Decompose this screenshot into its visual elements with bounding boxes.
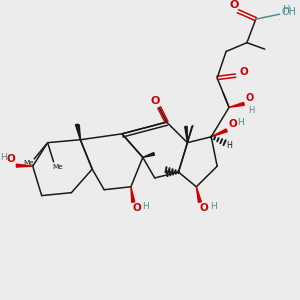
Text: H: H — [237, 118, 243, 127]
Polygon shape — [196, 187, 201, 203]
Polygon shape — [229, 102, 244, 107]
Text: Me: Me — [53, 164, 63, 170]
Text: H: H — [284, 5, 291, 15]
Text: OH: OH — [281, 7, 296, 17]
Polygon shape — [185, 126, 188, 143]
Text: O: O — [279, 19, 280, 20]
Text: H: H — [248, 106, 254, 116]
Polygon shape — [211, 129, 227, 137]
Text: H: H — [227, 141, 233, 150]
Text: O: O — [151, 96, 160, 106]
Text: H: H — [210, 202, 217, 211]
Polygon shape — [76, 125, 80, 140]
Text: O: O — [7, 154, 16, 164]
Text: O: O — [230, 0, 239, 10]
Text: O: O — [228, 119, 237, 129]
Text: O: O — [245, 93, 254, 103]
Text: O: O — [200, 203, 209, 213]
Text: O: O — [133, 203, 141, 213]
Text: H: H — [142, 202, 149, 211]
Polygon shape — [131, 187, 135, 202]
Text: O: O — [239, 67, 248, 76]
Polygon shape — [16, 164, 33, 167]
Polygon shape — [76, 124, 80, 140]
Text: Me: Me — [23, 160, 34, 166]
Polygon shape — [143, 153, 154, 158]
Text: H: H — [1, 154, 7, 163]
